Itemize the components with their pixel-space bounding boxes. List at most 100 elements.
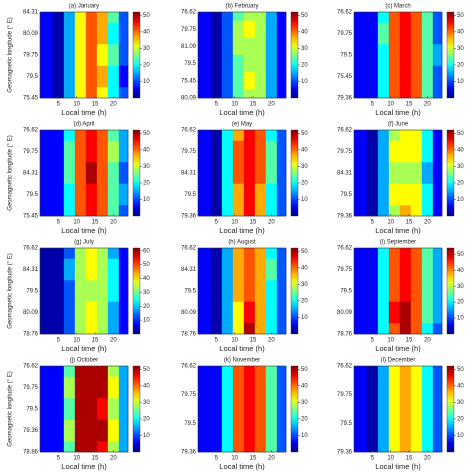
cell [52, 398, 65, 421]
cell [276, 280, 287, 303]
cell [221, 89, 234, 99]
cell [366, 280, 379, 303]
cell [366, 380, 379, 410]
x-tick-label: 15 [406, 338, 413, 344]
cell [74, 12, 87, 24]
panel-title: (d) April [74, 122, 95, 128]
colorbar-tick-label: 20 [301, 417, 308, 423]
cell [377, 380, 390, 410]
colorbar-tick-label: 40 [143, 383, 150, 389]
y-tick-label: 79.5 [340, 289, 352, 295]
cell [265, 183, 278, 206]
cell [366, 301, 379, 324]
cell [52, 323, 65, 335]
cell [40, 398, 54, 421]
cell [221, 409, 234, 438]
cell [276, 205, 287, 217]
cell [377, 409, 390, 438]
cell [118, 22, 129, 45]
cell [421, 87, 434, 99]
cell [410, 87, 423, 99]
cell [399, 248, 412, 260]
cell [40, 65, 54, 88]
cell [377, 12, 390, 24]
cell [432, 380, 443, 410]
cell [265, 72, 278, 90]
cell [210, 409, 223, 438]
cell [354, 280, 368, 303]
y-axis-label: Geomagnetic longitude (° E) [8, 17, 14, 92]
x-tick-label: 5 [371, 102, 375, 108]
cell [366, 248, 379, 260]
colorbar [446, 11, 455, 99]
cell [85, 12, 98, 24]
cell [52, 441, 65, 453]
cell [265, 380, 278, 410]
cell [254, 323, 267, 335]
plot-frame [353, 11, 443, 99]
cell [366, 87, 379, 99]
cell [243, 258, 256, 281]
cell [377, 280, 390, 303]
cell [221, 130, 234, 142]
colorbar [446, 365, 455, 453]
y-tick-label: 79.75 [23, 385, 39, 391]
cell [232, 140, 245, 163]
cell [421, 162, 434, 185]
cell [354, 248, 368, 260]
x-tick-label: 5 [371, 456, 375, 462]
x-axis-label: Local time (h) [375, 226, 421, 235]
cell [96, 44, 109, 67]
cell [74, 22, 87, 45]
cell [354, 323, 368, 335]
colorbar-tick-label: 30 [301, 46, 308, 52]
cell [399, 280, 412, 303]
cell [377, 87, 390, 99]
cell [377, 323, 390, 335]
cell [96, 376, 109, 399]
cell [40, 22, 54, 45]
cell [107, 183, 120, 206]
cell [399, 323, 412, 335]
cell [63, 419, 76, 442]
cell [40, 130, 54, 142]
cell [198, 130, 212, 142]
panel-title: (c) March [385, 4, 410, 10]
colorbar-tick-label: 20 [457, 63, 464, 69]
cell [52, 87, 65, 99]
colorbar [446, 129, 455, 217]
cell [74, 44, 87, 67]
cell [410, 140, 423, 163]
cell [74, 280, 87, 303]
cell [388, 323, 401, 335]
x-tick-label: 15 [250, 338, 257, 344]
colorbar-tick-label: 40 [301, 265, 308, 271]
cell [85, 205, 98, 217]
cell [52, 130, 65, 142]
cell [85, 44, 98, 67]
colorbar-tick-label: 10 [143, 79, 150, 85]
colorbar-tick-label: 50 [301, 367, 308, 373]
cell [388, 258, 401, 281]
cell [254, 130, 267, 142]
cell [232, 380, 245, 410]
y-tick-label: 80.09 [181, 96, 197, 102]
x-tick-label: 5 [215, 102, 219, 108]
cell [432, 130, 443, 142]
cell [74, 130, 87, 142]
cell [107, 87, 120, 99]
colorbar-tick-label: 30 [143, 290, 150, 296]
cell [410, 248, 423, 260]
cell [399, 205, 412, 217]
cell [52, 248, 65, 260]
cell [399, 65, 412, 88]
cell [432, 409, 443, 438]
colorbar [132, 365, 141, 453]
colorbar-tick-label: 30 [457, 400, 464, 406]
cell [399, 130, 412, 142]
cell [232, 301, 245, 324]
cell [366, 130, 379, 142]
cell [276, 162, 287, 185]
cell [421, 248, 434, 260]
